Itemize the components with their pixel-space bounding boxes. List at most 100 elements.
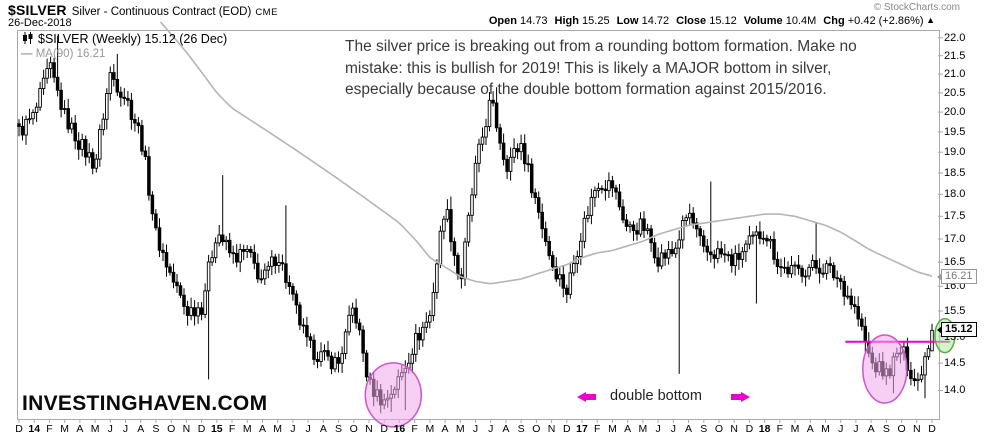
y-tick-label: 21.5	[944, 49, 966, 62]
quote-summary: Open 14.73 High 15.25 Low 14.72 Close 15.12…	[482, 15, 935, 27]
x-tick-label: M	[455, 423, 465, 435]
y-tick-label: 14.0	[944, 384, 966, 397]
arrow-left-icon	[575, 392, 597, 402]
x-tick-label: M	[638, 423, 648, 435]
x-tick-label: A	[76, 423, 84, 435]
x-tick-label: N	[182, 423, 191, 435]
y-tick-label: 16.5	[944, 256, 966, 269]
x-tick-label: J	[838, 423, 844, 435]
quote-low-value: 14.72	[638, 15, 670, 27]
quote-high-value: 15.25	[578, 15, 610, 27]
y-tick-label: 14.5	[944, 357, 966, 370]
x-tick-label: O	[167, 423, 176, 435]
x-tick-label: N	[547, 423, 556, 435]
quote-open-value: 14.73	[516, 15, 548, 27]
y-tick-label: 19.0	[944, 146, 966, 159]
legend-series-ma: MA(90) 16.21	[35, 48, 106, 60]
y-tick-label: 22.0	[944, 31, 966, 44]
x-tick-label: F	[46, 423, 53, 435]
x-tick-label: S	[882, 423, 890, 435]
x-tick-label: N	[912, 423, 921, 435]
copyright-label: © StockCharts.com	[873, 2, 960, 13]
x-tick-label: A	[258, 423, 266, 435]
x-tick-label: A	[441, 423, 449, 435]
y-tick-label: 17.0	[944, 232, 966, 245]
ma-line-swatch: —	[21, 48, 33, 60]
y-tick-label: 18.0	[944, 188, 966, 201]
y-tick-label: 20.5	[944, 86, 966, 99]
chart-date: 26-Dec-2018	[8, 17, 72, 29]
x-tick-label: J	[122, 423, 129, 435]
x-tick-label: F	[228, 423, 236, 435]
x-tick-label: S	[152, 423, 160, 435]
y-tick-label: 19.5	[944, 125, 966, 138]
x-tick-label: D	[15, 423, 23, 435]
x-tick-label: J	[853, 423, 859, 435]
x-tick-label: S	[335, 423, 343, 435]
chart-title: $SILVER Silver - Continuous Contract (EOD…	[8, 2, 278, 20]
double-bottom-callout: double bottom	[575, 388, 755, 406]
x-tick-label: A	[624, 423, 632, 435]
y-tick-label: 18.5	[944, 166, 966, 179]
x-tick-label: O	[349, 423, 358, 435]
quote-open-label: Open	[488, 15, 517, 27]
x-tick-label: J	[107, 423, 113, 435]
x-tick-label: A	[502, 423, 510, 435]
change-up-icon: ▲	[923, 15, 935, 25]
x-tick-label: O	[532, 423, 541, 435]
x-tick-label: M	[608, 423, 617, 435]
x-tick-label: A	[867, 423, 875, 435]
x-tick-label: M	[60, 423, 70, 435]
x-tick-label: 18	[758, 423, 771, 435]
quote-low-label: Low	[616, 15, 639, 27]
x-tick-label: 17	[576, 423, 588, 435]
x-tick-label: N	[730, 423, 738, 435]
x-tick-label: D	[380, 423, 388, 435]
quote-chg-label: Chg	[823, 15, 845, 27]
x-tick-label: D	[197, 423, 206, 435]
x-tick-label: S	[517, 423, 525, 435]
x-tick-label: J	[305, 423, 311, 435]
x-tick-label: M	[425, 423, 435, 435]
x-tick-label: J	[290, 423, 296, 435]
quote-close-value: 15.12	[706, 15, 737, 27]
ma-price-tag: 16.21	[937, 269, 977, 285]
x-tick-label: O	[897, 423, 906, 435]
symbol-title: $SILVER	[8, 2, 67, 18]
double-bottom-label: double bottom	[610, 388, 702, 404]
quote-volume-value: 10.4M	[782, 15, 817, 27]
x-tick-label: D	[563, 423, 571, 435]
x-tick-label: 14	[28, 423, 41, 435]
x-tick-label: 16	[393, 423, 406, 435]
arrow-right-icon	[730, 392, 752, 402]
quote-chg-value: +0.42 (+2.86%)	[844, 15, 924, 27]
x-tick-label: J	[488, 423, 494, 435]
x-tick-label: A	[319, 423, 327, 435]
quote-high-label: High	[554, 15, 579, 27]
quote-close-label: Close	[676, 15, 707, 27]
candlestick-icon	[21, 32, 34, 47]
y-tick-label: 20.0	[944, 106, 966, 119]
annotation-line-2: mistake: this is bullish for 2019! This …	[345, 59, 832, 77]
last-price-tag: 15.12	[937, 322, 977, 338]
x-tick-label: M	[790, 423, 800, 435]
x-tick-label: 15	[210, 423, 223, 435]
x-tick-label: A	[685, 423, 693, 435]
x-tick-label: M	[273, 423, 283, 435]
y-tick-label: 15.5	[944, 305, 966, 318]
legend-series-main: $SILVER (Weekly) 15.12 (26 Dec)	[38, 32, 228, 46]
x-tick-label: J	[655, 423, 661, 435]
x-tick-label: F	[594, 423, 601, 435]
quote-volume-label: Volume	[743, 15, 783, 27]
x-tick-label: F	[776, 423, 784, 435]
x-tick-label: J	[472, 423, 479, 435]
annotation-line-3: especially because of the double bottom …	[345, 81, 827, 98]
x-tick-label: O	[714, 423, 724, 435]
x-tick-label: D	[928, 423, 936, 435]
y-tick-label: 17.5	[944, 210, 966, 223]
symbol-description: Silver - Continuous Contract (EOD)	[71, 6, 252, 18]
chart-legend: $SILVER (Weekly) 15.12 (26 Dec) — MA(90)…	[21, 32, 227, 61]
x-tick-label: A	[137, 423, 145, 435]
x-tick-label: M	[90, 423, 100, 435]
